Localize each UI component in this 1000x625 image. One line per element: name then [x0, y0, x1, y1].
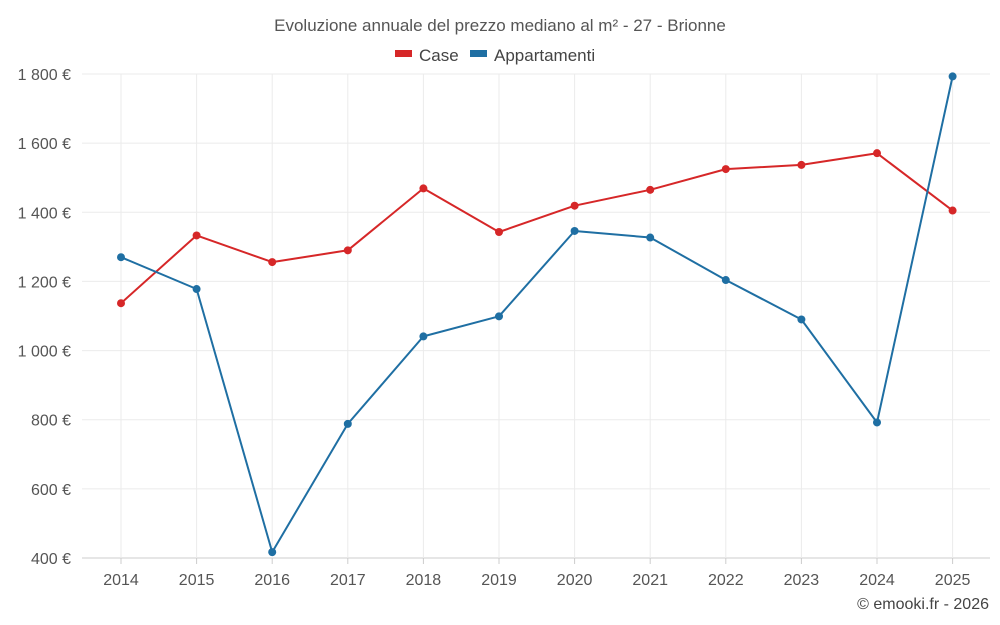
x-tick-label: 2015 [179, 572, 215, 589]
data-point-appartamenti-2025[interactable] [948, 72, 957, 81]
data-point-appartamenti-2016[interactable] [268, 548, 277, 557]
chart-title: Evoluzione annuale del prezzo mediano al… [274, 16, 726, 35]
data-point-case-2018[interactable] [419, 184, 428, 193]
x-tick-label: 2022 [708, 572, 744, 589]
x-tick-label: 2018 [406, 572, 442, 589]
data-point-case-2019[interactable] [495, 227, 503, 236]
legend-swatch-appartamenti [470, 50, 487, 57]
series-points [117, 72, 957, 557]
x-tick-label: 2019 [481, 572, 517, 589]
y-tick-label: 600 € [31, 482, 71, 499]
data-point-appartamenti-2021[interactable] [646, 233, 655, 242]
legend-label-case: Case [419, 46, 459, 65]
data-point-appartamenti-2023[interactable] [797, 315, 806, 324]
x-tick-label: 2025 [935, 572, 971, 589]
x-tick-label: 2017 [330, 572, 366, 589]
x-tick-label: 2023 [784, 572, 820, 589]
credit-text: © emooki.fr - 2026 [857, 596, 989, 613]
y-tick-label: 1 400 € [18, 205, 71, 222]
data-point-case-2024[interactable] [873, 149, 881, 158]
data-point-appartamenti-2015[interactable] [192, 285, 201, 294]
series-lines [120, 76, 954, 554]
series-line-appartamenti [120, 76, 954, 554]
legend: Case Appartamenti [395, 46, 595, 65]
legend-label-appartamenti: Appartamenti [494, 46, 595, 65]
x-tick-label: 2021 [632, 572, 668, 589]
y-tick-label: 400 € [31, 551, 71, 568]
data-point-case-2014[interactable] [117, 299, 125, 308]
x-axis-ticks: 2014 2015 2016 2017 2018 2019 2020 2021 2022 2023… [103, 572, 970, 589]
x-tick-label: 2016 [254, 572, 290, 589]
data-point-case-2021[interactable] [646, 185, 655, 194]
data-point-appartamenti-2014[interactable] [117, 253, 125, 262]
data-point-appartamenti-2017[interactable] [343, 419, 352, 428]
data-point-appartamenti-2018[interactable] [419, 332, 428, 341]
data-point-case-2025[interactable] [948, 206, 957, 215]
data-point-case-2020[interactable] [570, 201, 579, 210]
data-point-appartamenti-2019[interactable] [495, 312, 503, 321]
x-tick-label: 2020 [557, 572, 593, 589]
x-tick-label: 2024 [859, 572, 895, 589]
data-point-appartamenti-2020[interactable] [570, 226, 579, 235]
data-point-appartamenti-2024[interactable] [873, 418, 881, 427]
legend-swatch-case [395, 50, 412, 57]
data-point-case-2015[interactable] [192, 231, 201, 240]
data-point-appartamenti-2022[interactable] [721, 276, 730, 285]
x-tick-label: 2014 [103, 572, 139, 589]
y-tick-label: 1 000 € [18, 344, 71, 361]
data-point-case-2016[interactable] [268, 258, 277, 267]
y-tick-label: 1 800 € [18, 67, 71, 84]
series-line-case [120, 152, 954, 304]
grid [82, 73, 990, 564]
data-point-case-2023[interactable] [797, 160, 806, 169]
data-point-case-2017[interactable] [343, 246, 352, 255]
y-axis-ticks: 400 € 600 € 800 € 1 000 € 1 200 € 1 400 € 1 60… [18, 67, 71, 568]
y-tick-label: 1 200 € [18, 274, 71, 291]
y-tick-label: 800 € [31, 413, 71, 430]
data-point-case-2022[interactable] [721, 165, 730, 174]
y-tick-label: 1 600 € [18, 136, 71, 153]
